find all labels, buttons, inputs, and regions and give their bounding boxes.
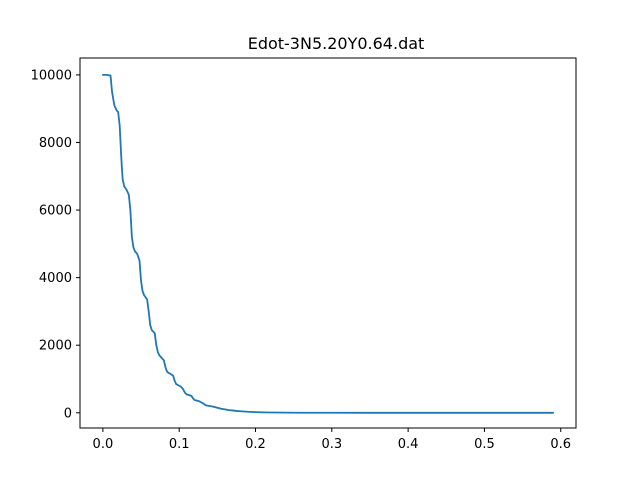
x-tick-label: 0.1 xyxy=(169,437,190,452)
x-tick-label: 0.3 xyxy=(321,437,342,452)
y-tick-label: 6000 xyxy=(39,204,72,219)
x-tick-label: 0.6 xyxy=(550,437,571,452)
plot-area xyxy=(101,73,555,414)
x-tick-label: 0.4 xyxy=(398,437,419,452)
axes-frame xyxy=(79,57,577,429)
y-tick-label: 10000 xyxy=(31,68,72,83)
y-axis: 0 2000 4000 6000 8000 10000 xyxy=(31,68,80,421)
x-tick-label: 0.0 xyxy=(93,437,114,452)
y-tick-label: 8000 xyxy=(39,136,72,151)
y-tick-label: 0 xyxy=(64,406,72,421)
series-line-0 xyxy=(101,73,555,414)
x-tick-label: 0.5 xyxy=(474,437,495,452)
y-tick-label: 2000 xyxy=(39,339,72,354)
chart-title: Edot-3N5.20Y0.64.dat xyxy=(248,34,425,53)
y-tick-label: 4000 xyxy=(39,271,72,286)
x-tick-label: 0.2 xyxy=(245,437,266,452)
x-axis: 0.0 0.1 0.2 0.3 0.4 0.5 0.6 xyxy=(93,428,571,452)
